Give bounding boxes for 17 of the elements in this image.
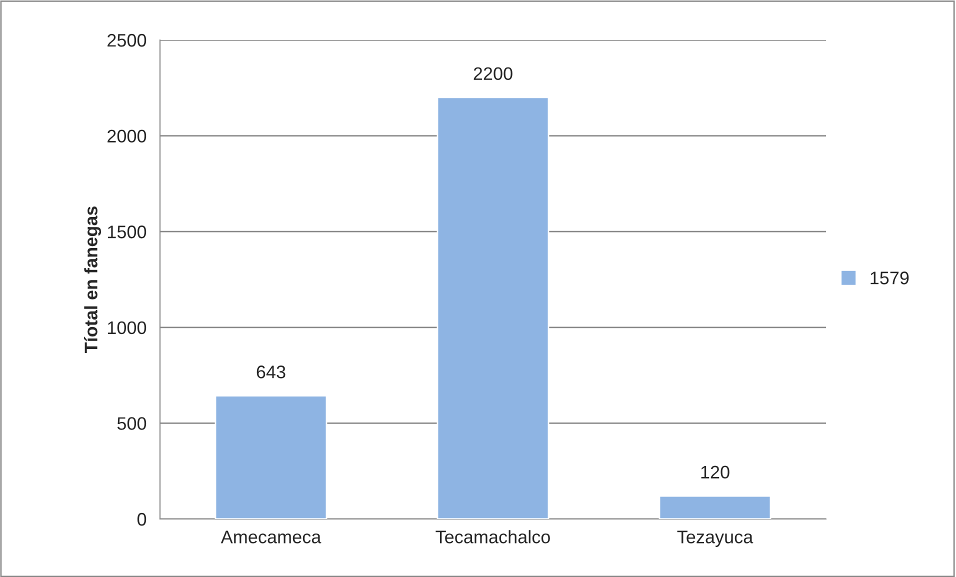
x-tick-label: Amecameca <box>220 530 322 544</box>
data-label: 120 <box>701 466 730 479</box>
y-tick-label: 2500 <box>108 34 146 47</box>
y-tick-label: 2000 <box>108 130 146 143</box>
y-tick-label: 0 <box>137 512 146 526</box>
y-tick-label: 1000 <box>108 321 146 334</box>
x-tick-label: Tecamachalco <box>436 530 550 544</box>
bar <box>214 395 328 519</box>
bar <box>658 495 772 519</box>
y-tick-label: 1500 <box>108 226 146 238</box>
y-axis-title: Tíotal en fanegas <box>84 206 102 354</box>
data-label: 2200 <box>474 67 512 80</box>
legend-label: 1579 <box>870 272 909 284</box>
bar <box>436 96 550 519</box>
x-tick-label: Tezayuca <box>677 530 754 547</box>
y-tick-label: 500 <box>117 417 146 430</box>
data-label: 643 <box>256 366 286 378</box>
